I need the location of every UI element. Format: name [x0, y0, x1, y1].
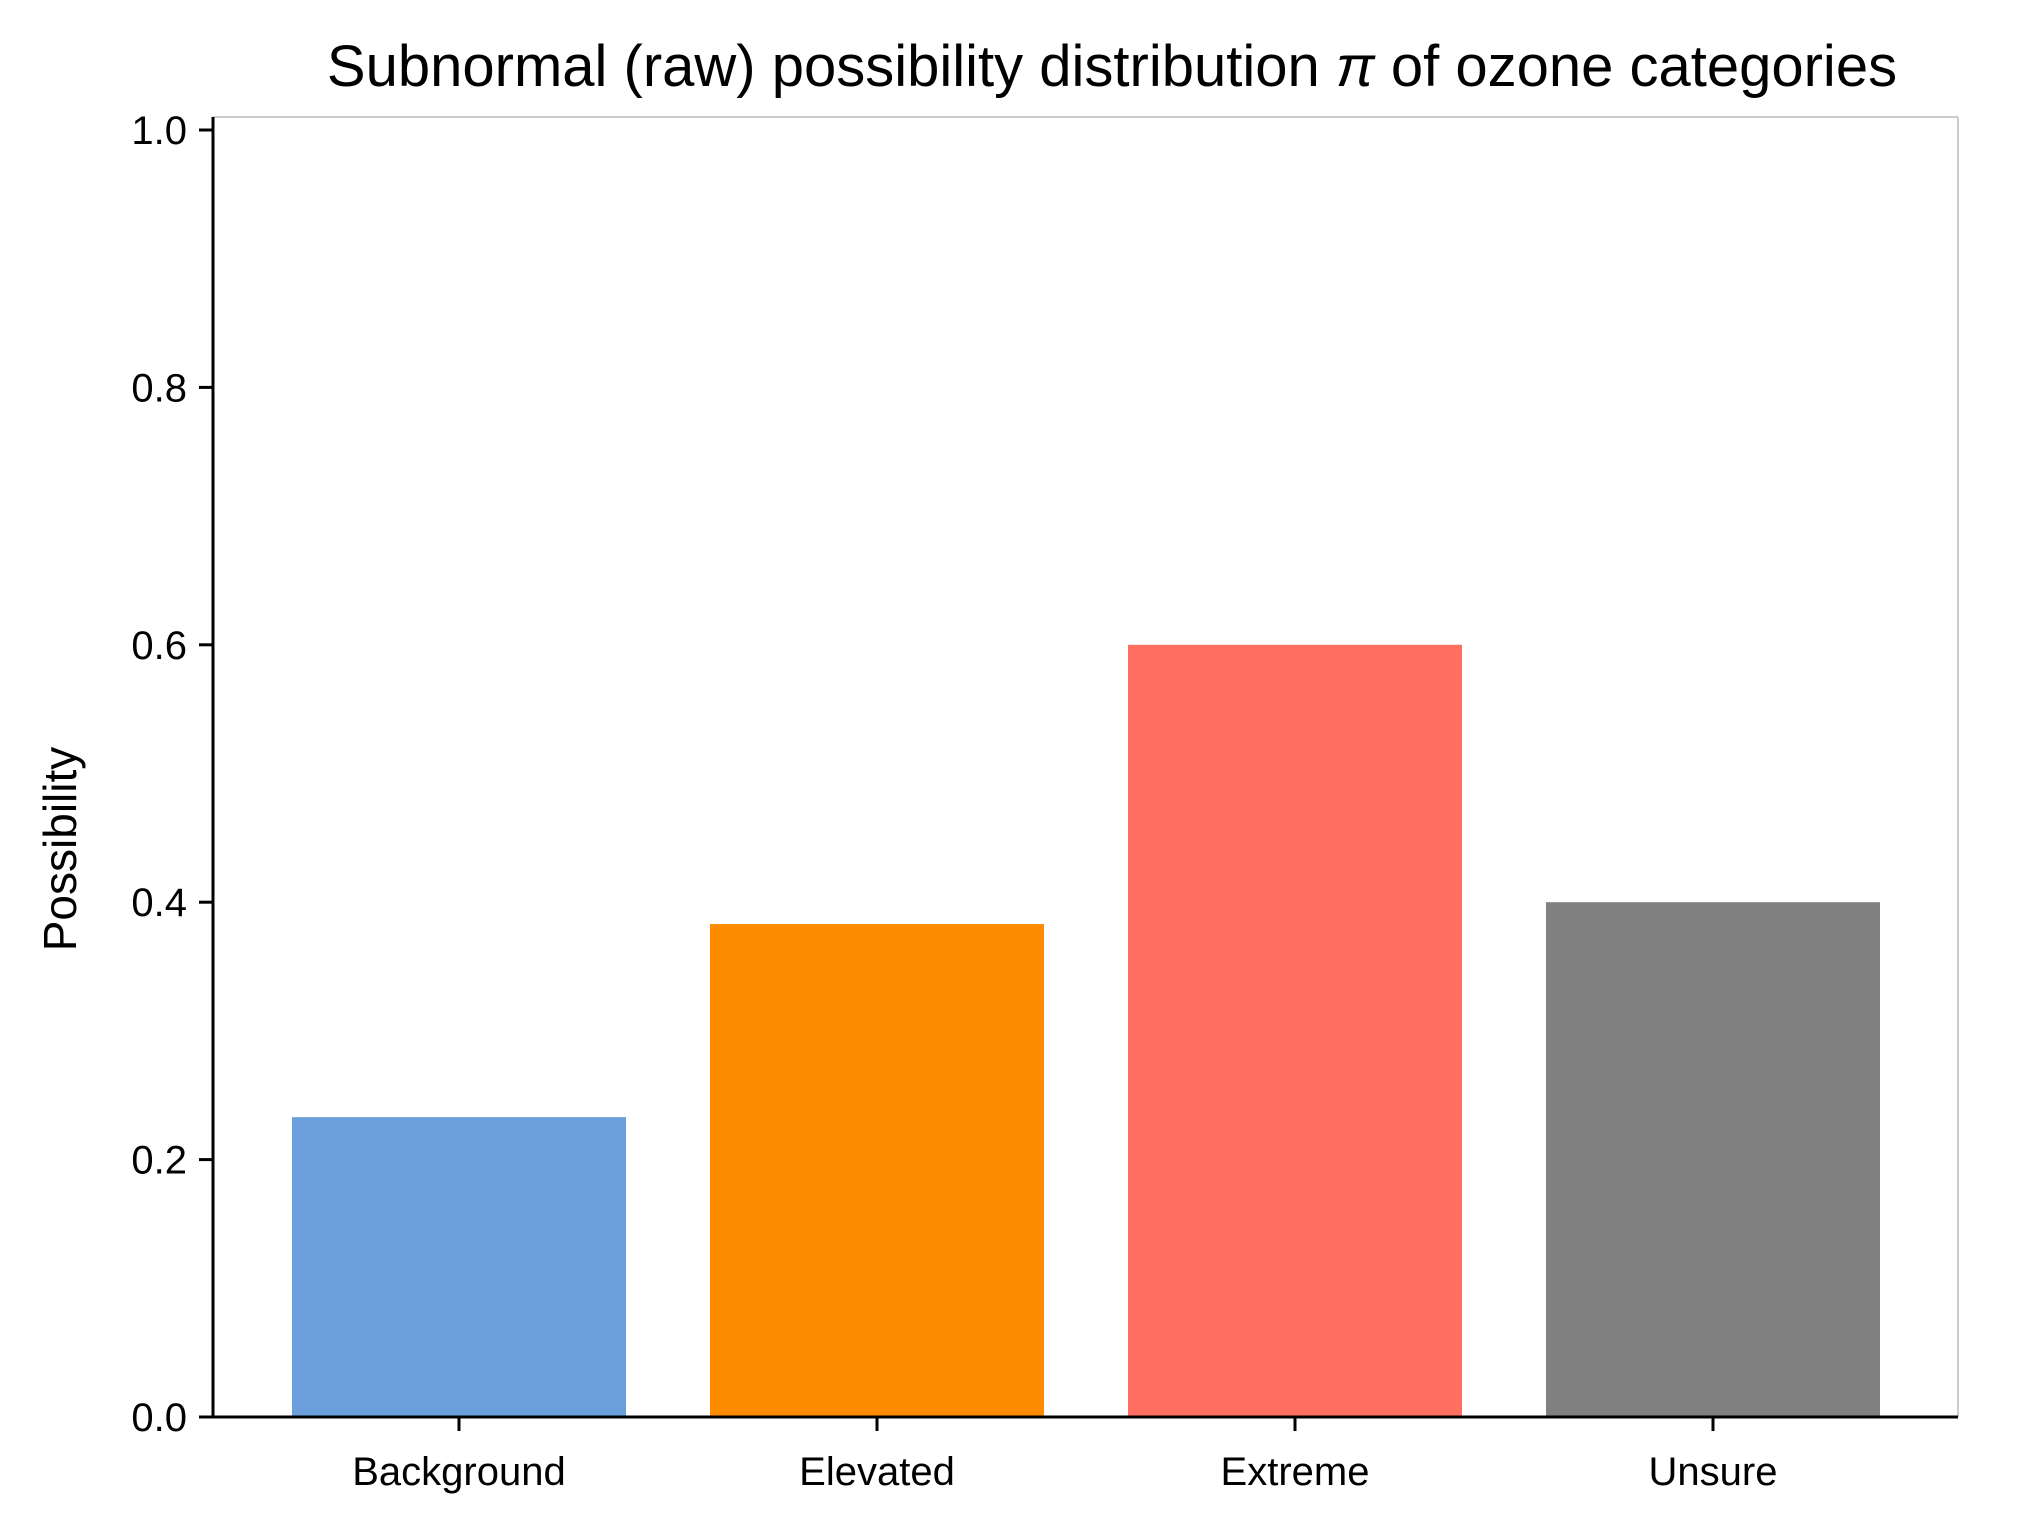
y-tick-label: 1.0: [131, 109, 187, 153]
x-ticks-group: Background Elevated Extreme Unsure: [352, 1417, 1777, 1494]
bar-elevated: [710, 924, 1044, 1417]
y-tick-label: 0.2: [131, 1139, 187, 1183]
y-axis-label: Possibility: [34, 747, 86, 952]
x-tick-label: Extreme: [1221, 1450, 1370, 1494]
bar-unsure: [1546, 902, 1880, 1417]
x-tick-label: Elevated: [799, 1450, 955, 1494]
chart-title-suffix: of ozone categories: [1375, 34, 1897, 99]
chart-title-prefix: Subnormal (raw) possibility distribution: [327, 34, 1336, 99]
y-tick-label: 0.4: [131, 881, 187, 925]
x-tick-label: Background: [352, 1450, 565, 1494]
bar-background: [292, 1117, 626, 1417]
bar-extreme: [1128, 644, 1462, 1417]
y-ticks-group: 0.0 0.2 0.4 0.6 0.8 1.0: [131, 109, 213, 1440]
y-tick-label: 0.6: [131, 624, 187, 668]
y-tick-label: 0.0: [131, 1396, 187, 1440]
chart-title-symbol: π: [1336, 34, 1376, 99]
chart-title: Subnormal (raw) possibility distribution…: [327, 34, 1897, 99]
x-tick-label: Unsure: [1649, 1450, 1778, 1494]
y-tick-label: 0.8: [131, 366, 187, 410]
bars-group: [292, 644, 1880, 1417]
